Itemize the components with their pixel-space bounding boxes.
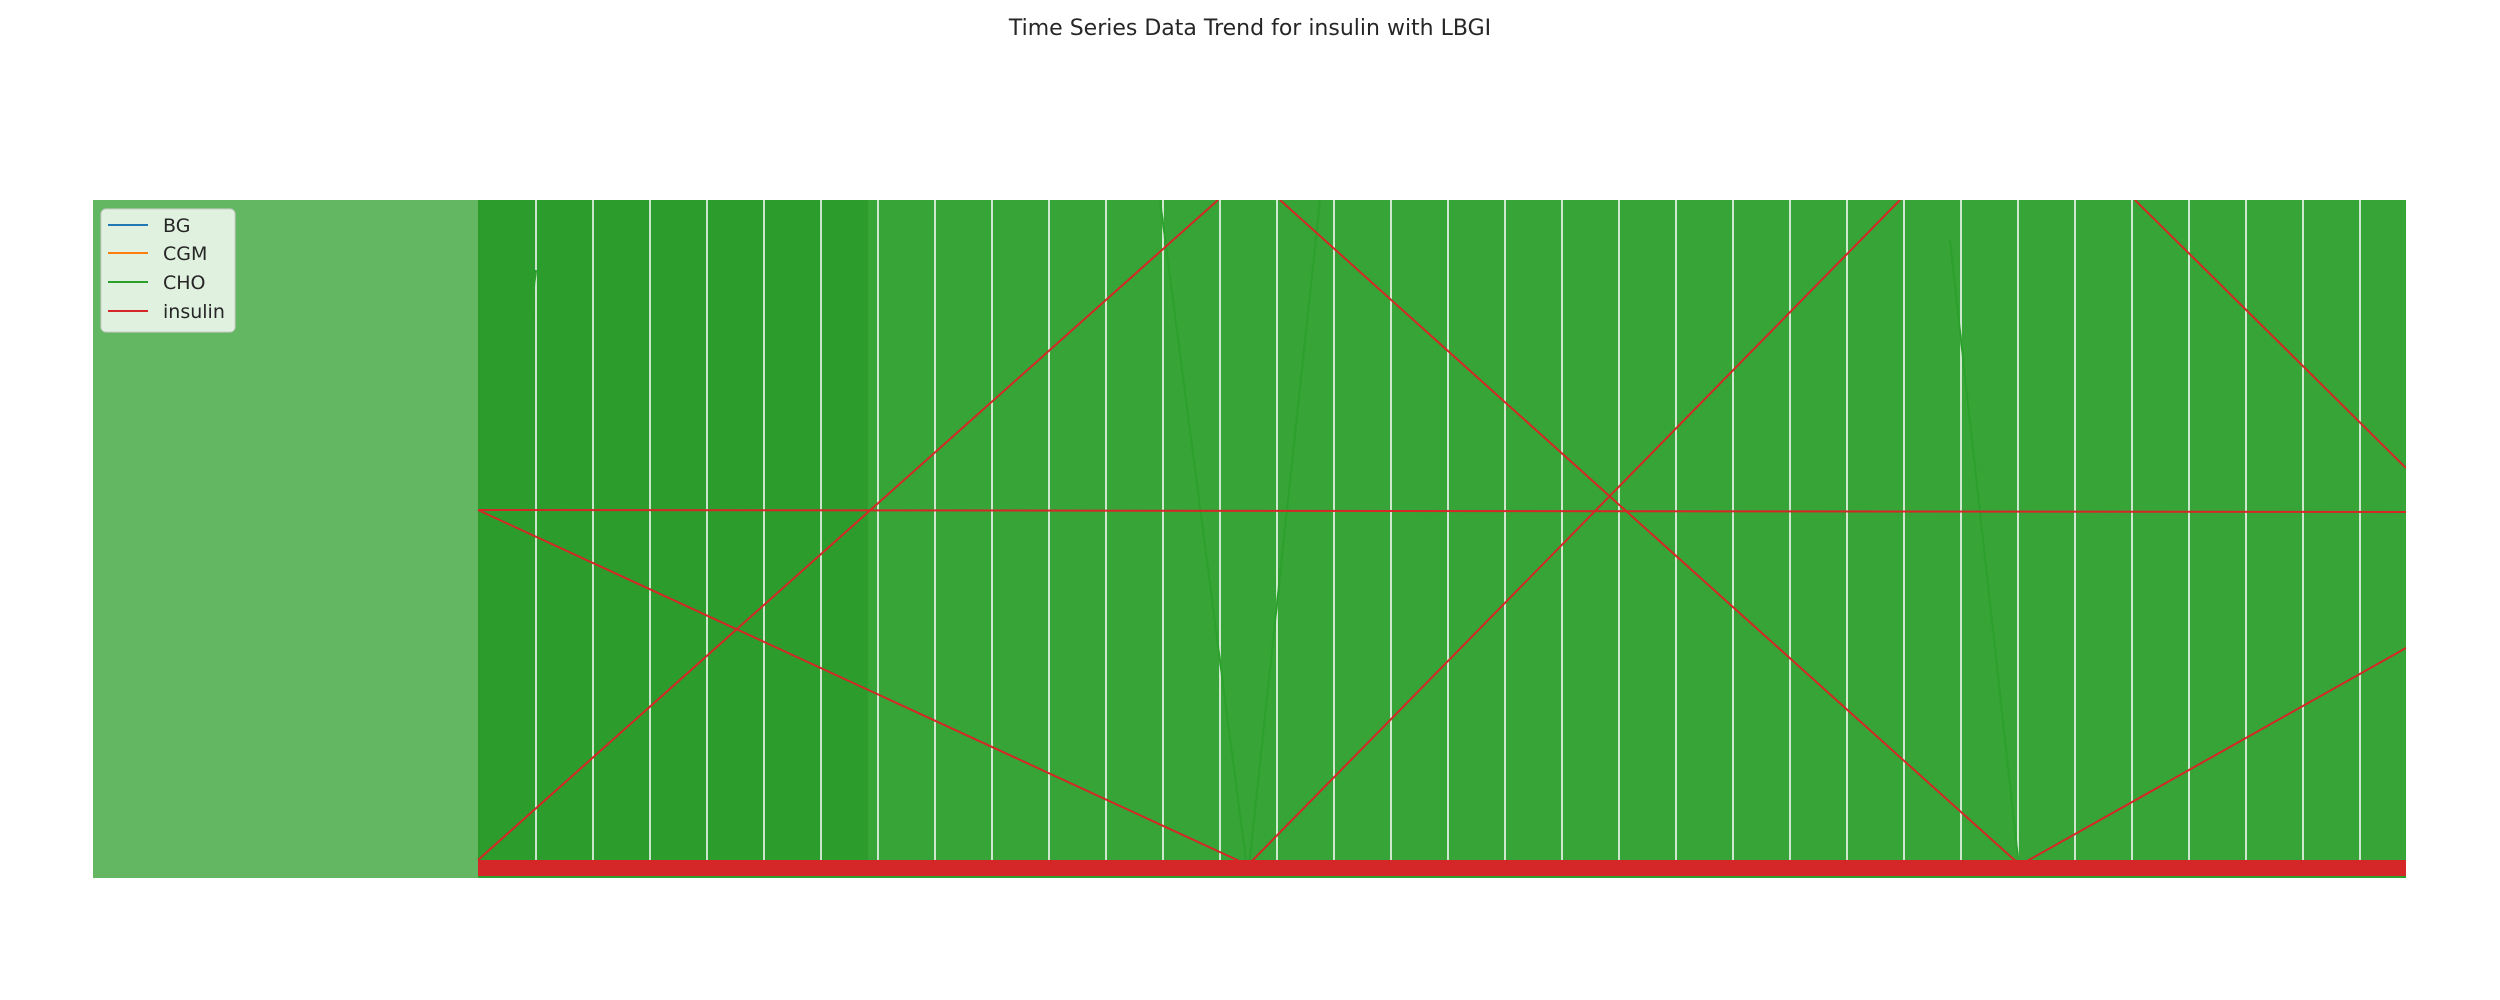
insulin-line (2019, 647, 2406, 866)
cho-line (529, 269, 537, 321)
chart-title: Time Series Data Trend for insulin with … (1008, 16, 1492, 41)
legend-entry-cho: CHO (108, 272, 206, 294)
legend-entry-cgm: CGM (108, 243, 207, 265)
insulin-line (477, 509, 2406, 513)
legend: BG CGM CHO insulin (100, 208, 236, 333)
insulin-baseline-band (478, 860, 2406, 876)
cho-line (1949, 239, 2021, 877)
legend-entry-bg: BG (108, 215, 190, 237)
svg-text:insulin: insulin (163, 301, 225, 323)
svg-text:CHO: CHO (163, 272, 206, 294)
svg-text:BG: BG (163, 215, 190, 237)
svg-text:CGM: CGM (163, 243, 207, 265)
insulin-line (477, 200, 1219, 861)
insulin-line (477, 509, 1249, 866)
insulin-line (1247, 200, 1901, 866)
insulin-series (477, 200, 2406, 866)
legend-box (100, 208, 236, 333)
insulin-line (1279, 200, 2021, 866)
vertical-grid-lines (535, 200, 2361, 878)
insulin-line (2134, 200, 2406, 469)
cho-baseline (478, 876, 2406, 878)
legend-entry-insulin: insulin (108, 301, 225, 323)
